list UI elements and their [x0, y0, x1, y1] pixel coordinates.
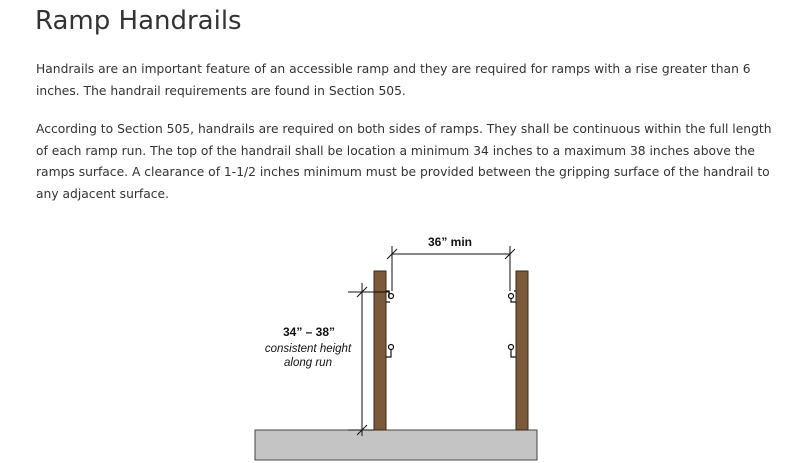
- width-label: 36” min: [428, 235, 472, 249]
- right-lower-handrail: [507, 343, 516, 358]
- left-upper-handrail: [386, 290, 395, 303]
- intro-paragraph: Handrails are an important feature of an…: [36, 62, 751, 98]
- right-upper-handrail: [507, 290, 516, 303]
- requirements-paragraph: According to Section 505, handrails are …: [36, 122, 772, 201]
- width-dimension: [386, 246, 516, 291]
- right-post: [515, 270, 529, 431]
- left-post: [373, 270, 387, 431]
- height-dimension: [348, 283, 390, 436]
- height-note-line2: along run: [284, 357, 332, 369]
- left-lower-handrail: [386, 343, 395, 358]
- ramp-surface: [254, 429, 538, 461]
- page-title: Ramp Handrails: [35, 6, 242, 36]
- height-note-line1: consistent height: [265, 343, 352, 355]
- height-label: 34” – 38”: [283, 325, 335, 339]
